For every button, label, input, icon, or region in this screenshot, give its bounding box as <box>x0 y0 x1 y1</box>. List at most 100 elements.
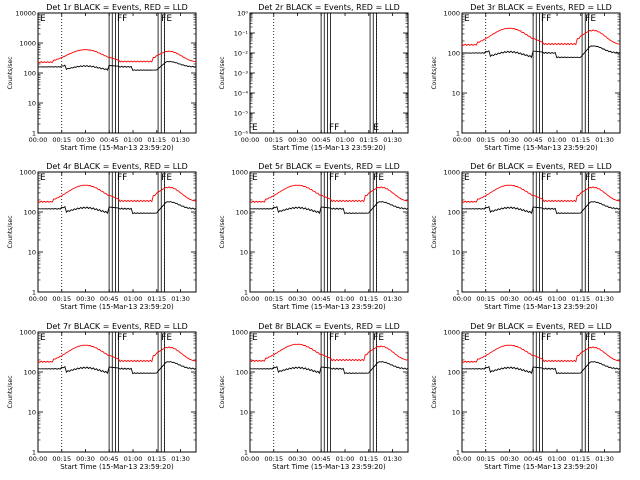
x-axis-label: Start Time (15-Mar-13 23:59:20) <box>272 463 386 471</box>
chart-title: Det 6r BLACK = Events, RED = LLD <box>470 162 612 171</box>
y-tick-label: 10⁻⁵ <box>234 110 249 118</box>
chart-title: Det 7r BLACK = Events, RED = LLD <box>46 322 188 331</box>
y-tick-label: 10 <box>240 249 248 257</box>
y-axis-label: Counts/sec <box>219 215 226 248</box>
x-tick-label: 00:30 <box>76 136 95 144</box>
x-tick-label: 01:00 <box>124 295 143 303</box>
plot-frame <box>461 331 621 453</box>
series-line-events <box>250 361 409 375</box>
flag-marker-label: FE <box>585 14 596 24</box>
y-axis-label: Counts/sec <box>7 375 14 408</box>
y-tick-label: 1 <box>456 130 460 138</box>
x-tick-label: 01:00 <box>336 136 355 144</box>
x-tick-label: 01:15 <box>147 295 166 303</box>
x-tick-label: 00:30 <box>288 295 307 303</box>
series-line-lld <box>37 184 197 203</box>
series-line-events <box>462 201 621 215</box>
x-tick-label: 00:45 <box>524 295 543 303</box>
plot-frame <box>249 171 409 293</box>
chart-title: Det 1r BLACK = Events, RED = LLD <box>46 3 188 12</box>
y-tick-label: 10 <box>240 409 248 417</box>
chart-title: Det 3r BLACK = Events, RED = LLD <box>470 3 612 12</box>
flag-marker-label: E <box>252 333 258 343</box>
flag-marker-label: FF <box>117 173 127 183</box>
x-tick-label: 00:45 <box>100 455 119 463</box>
y-tick-label: 1 <box>32 449 36 457</box>
x-tick-label: 00:15 <box>476 455 495 463</box>
x-axis-label: Start Time (15-Mar-13 23:59:20) <box>272 303 386 311</box>
flag-marker-label: FE <box>161 14 172 24</box>
flag-marker-label: FE <box>585 173 596 183</box>
series-line-lld <box>461 184 621 203</box>
x-tick-label: 00:15 <box>476 136 495 144</box>
x-axis-label: Start Time (15-Mar-13 23:59:20) <box>60 303 174 311</box>
x-tick-label: 00:15 <box>264 295 283 303</box>
flag-marker-label: FE <box>585 333 596 343</box>
x-tick-label: 00:00 <box>453 136 472 144</box>
series-line-lld <box>249 343 409 362</box>
flag-marker-label: FF <box>329 123 339 133</box>
series-line-events <box>462 45 621 59</box>
x-tick-label: 00:00 <box>453 295 472 303</box>
y-tick-label: 1000 <box>443 329 460 337</box>
x-tick-label: 00:00 <box>29 295 48 303</box>
y-tick-label: 10⁻¹ <box>234 30 249 38</box>
y-tick-label: 100 <box>24 70 36 78</box>
flag-marker-label: FF <box>329 173 339 183</box>
y-tick-label: 1000 <box>443 10 460 18</box>
series-line-events <box>462 361 621 375</box>
x-tick-label: 01:15 <box>359 136 378 144</box>
y-tick-label: 1 <box>244 449 248 457</box>
flag-marker-label: E <box>40 14 46 24</box>
x-tick-label: 00:45 <box>100 136 119 144</box>
series-line-lld <box>37 344 197 363</box>
y-axis-label: Counts/sec <box>219 56 226 89</box>
y-tick-label: 10⁻² <box>234 50 249 58</box>
x-tick-label: 01:30 <box>171 295 190 303</box>
x-tick-label: 00:45 <box>524 136 543 144</box>
x-tick-label: 01:00 <box>336 455 355 463</box>
x-tick-label: 00:45 <box>312 136 331 144</box>
x-axis-label: Start Time (15-Mar-13 23:59:20) <box>484 463 598 471</box>
chart-title: Det 9r BLACK = Events, RED = LLD <box>470 322 612 331</box>
y-tick-label: 1000 <box>19 169 36 177</box>
x-tick-label: 01:00 <box>548 136 567 144</box>
x-tick-label: 01:30 <box>383 295 402 303</box>
flag-marker-label: E <box>40 333 46 343</box>
x-tick-label: 00:00 <box>29 136 48 144</box>
x-tick-label: 00:30 <box>76 295 95 303</box>
x-tick-label: 00:45 <box>312 455 331 463</box>
flag-marker-label: FF <box>117 333 127 343</box>
flag-marker-label: FE <box>373 333 384 343</box>
x-tick-label: 01:15 <box>147 455 166 463</box>
flag-marker-label: E <box>464 173 470 183</box>
flag-marker-label: E <box>252 123 258 133</box>
flag-marker-label: E <box>252 173 258 183</box>
x-tick-label: 01:30 <box>383 455 402 463</box>
series-line-lld <box>37 49 197 64</box>
x-tick-label: 01:00 <box>124 136 143 144</box>
y-tick-label: 1 <box>32 289 36 297</box>
y-tick-label: 10⁰ <box>237 10 248 18</box>
flag-marker-label: FF <box>329 333 339 343</box>
x-tick-label: 01:30 <box>595 136 614 144</box>
y-tick-label: 1000 <box>19 40 36 48</box>
x-tick-label: 01:00 <box>548 295 567 303</box>
x-tick-label: 00:15 <box>264 455 283 463</box>
y-axis-label: Counts/sec <box>219 375 226 408</box>
y-tick-label: 10 <box>452 249 460 257</box>
y-tick-label: 100 <box>236 369 248 377</box>
series-line-events <box>38 201 197 215</box>
x-tick-label: 00:30 <box>500 295 519 303</box>
x-tick-label: 00:15 <box>476 295 495 303</box>
flag-marker-label: FF <box>541 173 551 183</box>
series-line-events <box>38 61 197 71</box>
plot-frame <box>37 171 197 293</box>
flag-marker-label: E <box>40 173 46 183</box>
